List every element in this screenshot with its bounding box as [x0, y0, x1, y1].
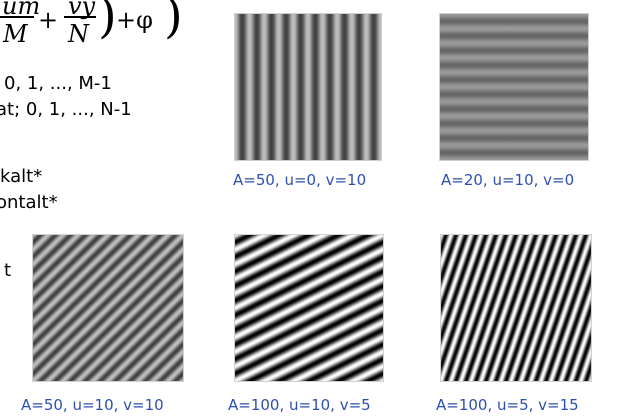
grating-fill-1 — [235, 14, 381, 160]
fraction-bar-right — [64, 16, 96, 18]
range-n-text: at; 0, 1, ..., N-1 — [0, 99, 132, 120]
grating-image-3 — [32, 234, 184, 382]
note-fragment-text: t — [4, 260, 12, 281]
fraction-bar-left — [0, 16, 34, 18]
formula-numerator-left: um — [2, 0, 41, 20]
range-m-text: 0, 1, ..., M-1 — [4, 73, 112, 94]
grating-svg-5 — [441, 235, 591, 381]
formula-numerator-right: vy — [68, 0, 96, 20]
grating-image-2 — [439, 13, 589, 161]
caption-4: A=100, u=10, v=5 — [228, 396, 371, 414]
formula-denominator-left: M — [3, 20, 28, 48]
grating-svg-1 — [235, 14, 381, 160]
caption-5: A=100, u=5, v=15 — [436, 396, 579, 414]
grating-fill-4 — [235, 235, 383, 381]
caption-1: A=50, u=0, v=10 — [233, 171, 367, 189]
formula-plus: + — [38, 6, 59, 34]
grating-svg-2 — [440, 14, 588, 160]
vertical-note-text: kalt* — [0, 166, 43, 187]
formula-tail: +φ — [116, 6, 153, 34]
formula-denominator-right: N — [68, 20, 89, 48]
caption-2: A=20, u=10, v=0 — [441, 171, 575, 189]
formula-right-paren: ) — [164, 0, 183, 44]
grating-image-4 — [234, 234, 384, 382]
formula-close-paren: ) — [98, 0, 117, 44]
grating-svg-4 — [235, 235, 383, 381]
grating-svg-3 — [33, 235, 183, 381]
grating-image-1 — [234, 13, 382, 161]
grating-fill-2 — [440, 14, 588, 160]
grating-fill-5 — [441, 235, 591, 381]
caption-3: A=50, u=10, v=10 — [21, 396, 164, 414]
horizontal-note-text: ontalt* — [0, 192, 58, 213]
grating-image-5 — [440, 234, 592, 382]
grating-fill-3 — [33, 235, 183, 381]
